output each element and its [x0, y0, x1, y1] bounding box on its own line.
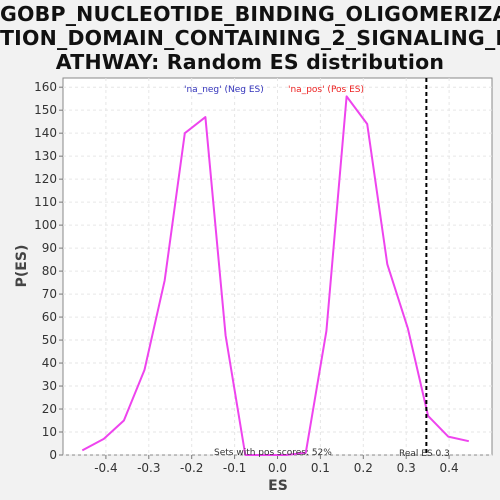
y-tick-label: 30 [42, 379, 57, 393]
x-axis-ticks: -0.4 -0.3 -0.2 -0.1 0.0 0.1 0.2 0.3 0.4 [94, 455, 459, 475]
y-tick-label: 100 [34, 218, 57, 232]
x-tick-label: -0.4 [94, 461, 117, 475]
y-tick-label: 0 [49, 448, 57, 462]
x-tick-label: -0.2 [180, 461, 203, 475]
series-layer [81, 95, 470, 456]
chart-title-line-2: TION_DOMAIN_CONTAINING_2_SIGNALING_P [0, 26, 500, 50]
y-tick-label: 130 [34, 149, 57, 163]
y-tick-label: 60 [42, 310, 57, 324]
y-tick-label: 70 [42, 287, 57, 301]
chart-title-line-3: ATHWAY: Random ES distribution [55, 50, 445, 74]
x-tick-label: -0.1 [223, 461, 246, 475]
y-axis-ticks: 0 10 20 30 40 50 60 70 80 90 100 110 120 130 140 150 160 [34, 80, 63, 462]
y-tick-label: 150 [34, 103, 57, 117]
x-tick-label: 0.3 [397, 461, 416, 475]
pos-scores-note: Sets with pos scores: 52% [214, 448, 332, 458]
legend-pos: 'na_pos' (Pos ES) [288, 85, 364, 95]
y-tick-label: 50 [42, 333, 57, 347]
y-tick-label: 90 [42, 241, 57, 255]
y-tick-label: 20 [42, 402, 57, 416]
x-tick-label: 0.0 [268, 461, 287, 475]
y-axis-label: P(ES) [14, 245, 30, 288]
series-line [81, 95, 470, 456]
x-axis-label: ES [268, 478, 288, 494]
y-tick-label: 160 [34, 80, 57, 94]
y-tick-label: 10 [42, 425, 57, 439]
chart-title: GOBP_NUCLEOTIDE_BINDING_OLIGOMERIZA TION… [0, 2, 500, 74]
chart-title-line-1: GOBP_NUCLEOTIDE_BINDING_OLIGOMERIZA [0, 2, 500, 26]
y-tick-label: 80 [42, 264, 57, 278]
real-es-label: Real ES 0.3 [399, 449, 450, 459]
x-tick-label: 0.1 [311, 461, 330, 475]
legend-neg: 'na_neg' (Neg ES) [184, 85, 264, 95]
y-tick-label: 40 [42, 356, 57, 370]
grid [63, 78, 492, 456]
x-tick-label: 0.4 [440, 461, 459, 475]
y-tick-label: 120 [34, 172, 57, 186]
y-tick-label: 140 [34, 126, 57, 140]
x-tick-label: -0.3 [137, 461, 160, 475]
y-tick-label: 110 [34, 195, 57, 209]
x-tick-label: 0.2 [354, 461, 373, 475]
